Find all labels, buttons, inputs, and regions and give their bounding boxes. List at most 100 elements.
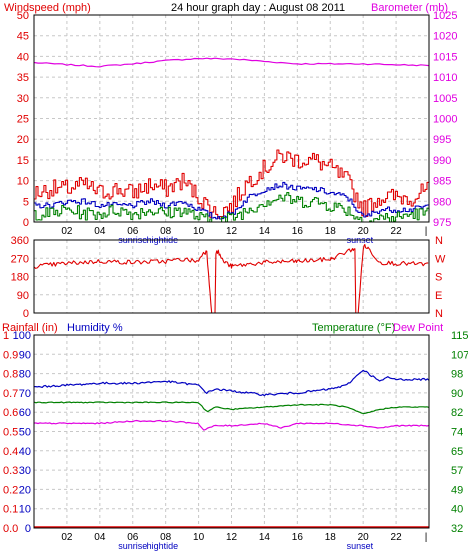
compass-tick-label: W xyxy=(435,253,446,265)
rainfall-tick-label: 0.0 xyxy=(3,523,18,535)
temperature-tick-label: 98 xyxy=(451,369,463,381)
barometer-tick-label: 1000 xyxy=(433,114,457,126)
climate-chart-x-tick-label: 10 xyxy=(193,532,205,543)
humidity-axis-label: Humidity % xyxy=(67,322,123,334)
chart-title: 24 hour graph day : August 08 2011 xyxy=(171,2,345,14)
direction-tick-label: 360 xyxy=(11,235,29,247)
temperature-tick-label: 107 xyxy=(451,349,468,361)
x-end-tick: | xyxy=(425,226,428,237)
windspeed-tick-label: 5 xyxy=(23,196,29,208)
direction-tick-label: 0 xyxy=(23,308,29,320)
climate-chart-x-tick-label: 20 xyxy=(358,532,370,543)
climate-chart-x-tick-label: 14 xyxy=(259,532,271,543)
windspeed-tick-label: 10 xyxy=(17,176,29,188)
barometer-tick-label: 975 xyxy=(433,217,451,229)
climate-chart-x-tick-label: 16 xyxy=(292,532,304,543)
dewpoint-line xyxy=(34,419,430,431)
humidity-tick-label: 10 xyxy=(19,504,31,516)
temperature-line xyxy=(33,401,430,415)
humidity-tick-label: 50 xyxy=(19,427,31,439)
wind-chart-x-tick-label: 12 xyxy=(226,226,238,237)
wind-chart-x-tick-label: 02 xyxy=(61,226,73,237)
barometer-tick-label: 980 xyxy=(433,196,451,208)
windspeed-line xyxy=(34,149,430,219)
sunset-marker: sunset xyxy=(347,541,374,551)
compass-tick-label: E xyxy=(435,290,442,302)
climate-chart-x-tick-label: 22 xyxy=(391,532,403,543)
humidity-tick-label: 100 xyxy=(13,330,31,342)
rainfall-tick-label: 0.4 xyxy=(3,446,18,458)
barometer-tick-label: 1025 xyxy=(433,10,457,22)
barometer-tick-label: 1020 xyxy=(433,31,457,43)
windspeed-tick-label: 20 xyxy=(17,134,29,146)
wind-chart-x-tick-label: 04 xyxy=(94,226,106,237)
windspeed-tick-label: 25 xyxy=(17,114,29,126)
temperature-tick-label: 49 xyxy=(451,484,463,496)
wind-chart-x-tick-label: 14 xyxy=(259,226,271,237)
temperature-axis-label: Temperature (°F) xyxy=(312,322,395,334)
temperature-tick-label: 65 xyxy=(451,446,463,458)
rainfall-tick-label: 0.2 xyxy=(3,484,18,496)
rainfall-tick-label: 0.7 xyxy=(3,388,18,400)
dewpoint-axis-label: Dew Point xyxy=(393,322,443,334)
rainfall-axis-label: Rainfall (in) xyxy=(2,322,58,334)
humidity-tick-label: 90 xyxy=(19,349,31,361)
direction-tick-label: 270 xyxy=(11,253,29,265)
wind-chart-x-tick-label: 20 xyxy=(358,226,370,237)
windspeed-tick-label: 40 xyxy=(17,51,29,63)
humidity-tick-label: 20 xyxy=(19,484,31,496)
temperature-tick-label: 90 xyxy=(451,388,463,400)
windspeed-tick-label: 45 xyxy=(17,31,29,43)
compass-tick-label: N xyxy=(435,235,443,247)
wind-chart-x-tick-label: 18 xyxy=(325,226,337,237)
rainfall-tick-label: 0.9 xyxy=(3,349,18,361)
barometer-tick-label: 1015 xyxy=(433,51,457,63)
windspeed-tick-label: 35 xyxy=(17,72,29,84)
windspeed-tick-label: 30 xyxy=(17,93,29,105)
humidity-tick-label: 70 xyxy=(19,388,31,400)
humidity-tick-label: 40 xyxy=(19,446,31,458)
temperature-tick-label: 82 xyxy=(451,407,463,419)
barometer-tick-label: 990 xyxy=(433,155,451,167)
direction-tick-label: 90 xyxy=(17,290,29,302)
compass-tick-label: S xyxy=(435,272,442,284)
temperature-tick-label: 32 xyxy=(451,523,463,535)
windspeed-tick-label: 15 xyxy=(17,155,29,167)
average-wind-line xyxy=(34,181,430,220)
rainfall-tick-label: 0.5 xyxy=(3,427,18,439)
direction-chart-frame xyxy=(33,239,430,314)
rainfall-tick-label: 0.3 xyxy=(3,465,18,477)
barometer-tick-label: 1005 xyxy=(433,93,457,105)
climate-chart-x-tick-label: 08 xyxy=(160,532,172,543)
barometer-axis-label: Barometer (mb) xyxy=(371,2,448,14)
climate-chart-x-tick-label: 04 xyxy=(94,532,106,543)
windspeed-tick-label: 50 xyxy=(17,10,29,22)
wind-chart-x-tick-label: 10 xyxy=(193,226,205,237)
direction-tick-label: 180 xyxy=(11,272,29,284)
compass-tick-label: N xyxy=(435,308,443,320)
barometer-line xyxy=(33,57,430,68)
barometer-tick-label: 1010 xyxy=(433,72,457,84)
rainfall-tick-label: 1 xyxy=(3,330,9,342)
sunrise-marker: sunrise xyxy=(118,541,147,551)
windspeed-axis-label: Windspeed (mph) xyxy=(4,2,91,14)
wind-direction-line xyxy=(33,243,429,314)
wind-chart-frame xyxy=(33,14,430,223)
climate-chart-x-tick-label: 18 xyxy=(325,532,337,543)
humidity-tick-label: 0 xyxy=(25,523,31,535)
wind-chart-x-tick-label: 22 xyxy=(391,226,403,237)
rainfall-tick-label: 0.1 xyxy=(3,504,18,516)
temperature-tick-label: 74 xyxy=(451,427,463,439)
humidity-line xyxy=(34,369,430,397)
rainfall-tick-label: 0.6 xyxy=(3,407,18,419)
humidity-tick-label: 60 xyxy=(19,407,31,419)
climate-chart-x-tick-label: 12 xyxy=(226,532,238,543)
climate-chart-x-tick-label: 02 xyxy=(61,532,73,543)
temperature-tick-label: 115 xyxy=(451,330,468,342)
temperature-tick-label: 40 xyxy=(451,504,463,516)
climate-chart-x-tick-label: 06 xyxy=(127,532,139,543)
climate-chart-frame xyxy=(33,334,430,529)
windspeed-tick-label: 0 xyxy=(23,217,29,229)
wind-chart-x-tick-label: 06 xyxy=(127,226,139,237)
